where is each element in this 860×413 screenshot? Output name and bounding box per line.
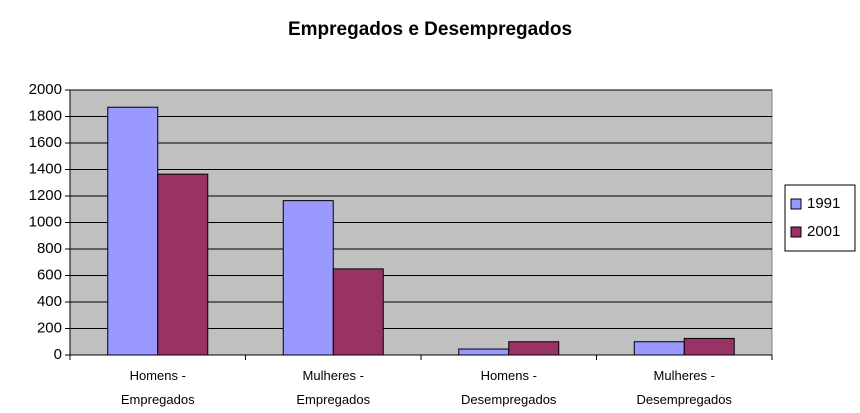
chart-title: Empregados e Desempregados: [288, 19, 572, 40]
x-tick-label: Mulheres -Desempregados: [637, 368, 733, 407]
bar: [683, 337, 735, 356]
legend-swatch: [790, 198, 802, 210]
x-tick-label: Homens -Empregados: [121, 368, 195, 407]
x-tick-label: Mulheres -Empregados: [296, 368, 370, 407]
bar: [332, 268, 384, 356]
y-tick-label: 2000: [29, 81, 62, 98]
y-tick-label: 1600: [29, 134, 62, 151]
legend-swatch: [790, 226, 802, 238]
y-tick-label: 1000: [29, 213, 62, 230]
legend-label: 1991: [807, 195, 840, 212]
legend: [784, 184, 856, 252]
y-tick-label: 0: [54, 346, 62, 363]
bar: [633, 341, 685, 356]
y-tick-label: 400: [37, 293, 62, 310]
y-tick-label: 800: [37, 240, 62, 257]
bar: [282, 200, 334, 356]
y-tick-label: 1800: [29, 107, 62, 124]
y-tick-label: 1200: [29, 187, 62, 204]
x-tick-label: Homens -Desempregados: [461, 368, 557, 407]
bar: [508, 341, 560, 356]
legend-label: 2001: [807, 223, 840, 240]
y-tick-label: 600: [37, 266, 62, 283]
y-tick-label: 200: [37, 319, 62, 336]
bar: [107, 106, 159, 356]
bar: [458, 348, 510, 356]
y-tick-label: 1400: [29, 160, 62, 177]
bar: [157, 173, 209, 356]
